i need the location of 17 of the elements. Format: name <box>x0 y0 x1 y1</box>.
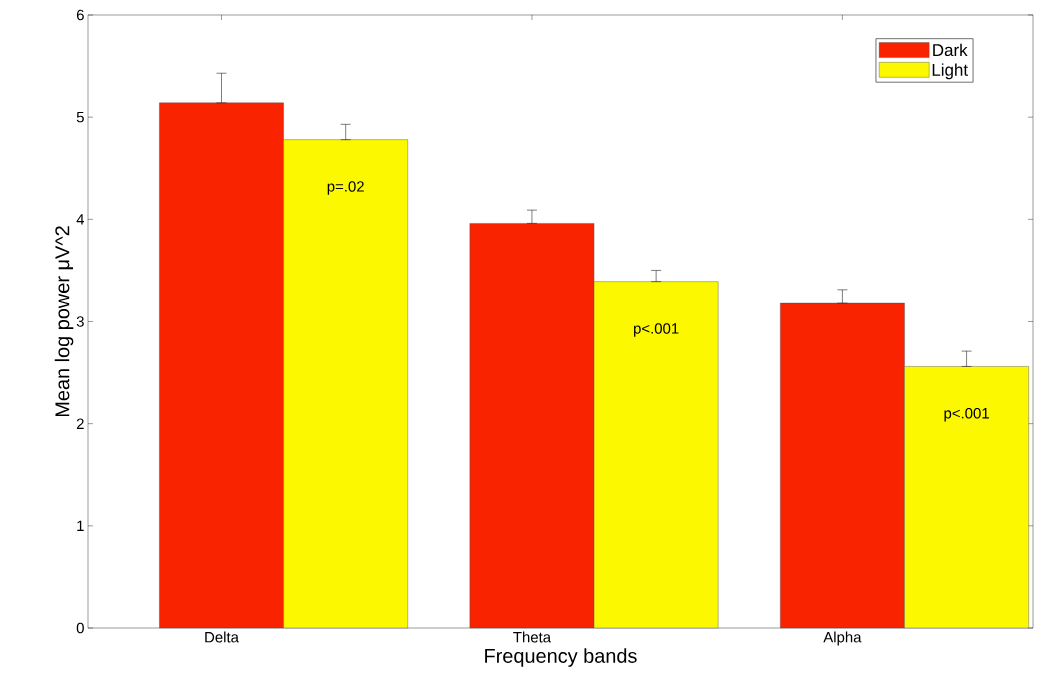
y-tick-label: 3 <box>76 316 84 327</box>
y-tick-label: 2 <box>76 418 84 429</box>
y-tick-label: 0 <box>76 622 84 634</box>
x-tick-label: Alpha <box>823 631 862 646</box>
y-tick-label: 5 <box>76 111 84 123</box>
y-tick-label: 1 <box>77 520 84 531</box>
y-tick-label: 4 <box>76 214 85 225</box>
annotation: p<.001 <box>944 407 989 422</box>
x-tick-label: Delta <box>205 631 239 643</box>
legend-label: Dark <box>933 43 968 57</box>
legend-label: Light <box>932 63 968 80</box>
y-tick-label: 6 <box>76 9 84 21</box>
x-axis-title: Frequency bands <box>485 648 637 667</box>
y-axis-title: Mean log power μV^2 <box>54 226 74 417</box>
x-tick-label: Theta <box>513 631 552 643</box>
annotation: p<.001 <box>634 323 679 337</box>
annotation: p=.02 <box>327 181 364 195</box>
